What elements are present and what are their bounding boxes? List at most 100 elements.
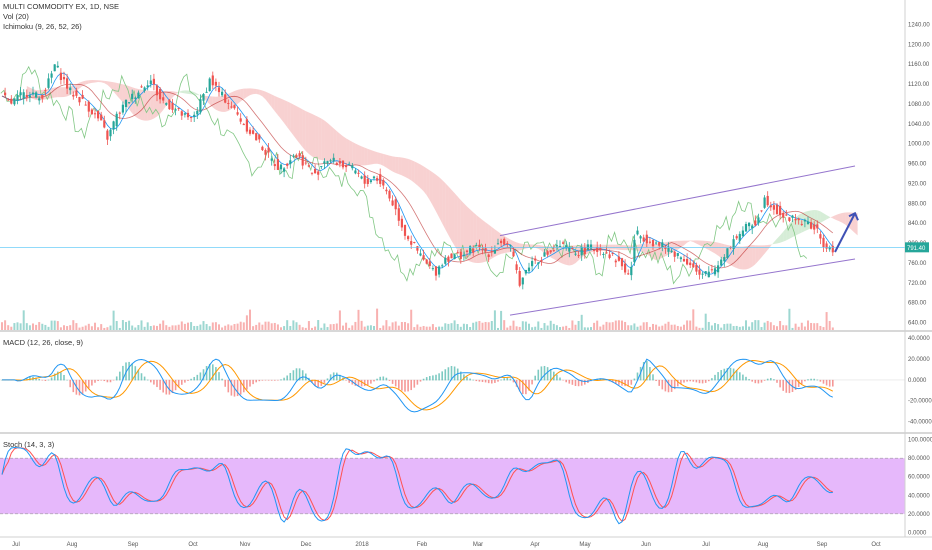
ichimoku-cloud-segment — [231, 90, 235, 110]
ichimoku-cloud-segment — [680, 240, 684, 248]
macd-histogram-bar — [636, 372, 639, 381]
candle-body — [264, 150, 267, 155]
candle-body — [754, 220, 757, 226]
volume-bar — [125, 321, 127, 330]
candle-body — [543, 252, 546, 257]
ichimoku-cloud-segment — [405, 158, 409, 179]
candle-body — [540, 260, 543, 262]
candle-body — [735, 236, 738, 239]
ichimoku-cloud-segment — [51, 87, 55, 99]
volume-bar — [503, 320, 506, 330]
macd-histogram-bar — [807, 379, 809, 381]
macd-histogram-bar — [680, 379, 682, 385]
channel-upper-line[interactable] — [499, 165, 856, 237]
candle-body — [214, 81, 217, 86]
candle-body — [19, 92, 22, 96]
volume-bar — [338, 310, 341, 330]
candle-body — [500, 240, 503, 244]
macd-pane[interactable] — [0, 358, 905, 413]
volume-bar — [280, 327, 282, 330]
ichimoku-cloud-segment — [271, 94, 275, 112]
volume-bar — [205, 324, 208, 330]
volume-bar — [611, 322, 614, 330]
stoch-pane[interactable] — [0, 447, 905, 525]
volume-bar — [214, 322, 217, 330]
macd-histogram-bar — [556, 374, 558, 381]
candle-body — [93, 113, 97, 115]
macd-histogram-bar — [773, 379, 775, 381]
macd-histogram-bar — [509, 378, 512, 381]
macd-histogram-bar — [410, 379, 412, 391]
candle-body — [831, 245, 834, 253]
macd-histogram-bar — [497, 379, 499, 382]
volume-bar — [800, 322, 803, 330]
ichimoku-cloud-segment — [234, 89, 238, 107]
ichimoku-cloud-segment — [550, 246, 554, 260]
volume-bar — [391, 322, 394, 330]
volume-bar — [714, 323, 716, 330]
ichimoku-cloud-segment — [448, 186, 452, 241]
volume-bar — [444, 323, 447, 330]
volume-bar — [512, 320, 515, 330]
candle-body — [25, 94, 28, 98]
projection-arrow-icon[interactable] — [834, 212, 856, 253]
candle-body — [400, 218, 403, 228]
macd-histogram-bar — [661, 379, 664, 390]
price-pane[interactable] — [0, 61, 905, 330]
macd-histogram-bar — [416, 379, 419, 385]
macd-histogram-bar — [81, 379, 84, 395]
candle-body — [50, 73, 53, 78]
macd-histogram-bar — [683, 379, 685, 383]
candle-body — [506, 243, 509, 245]
volume-bar — [146, 322, 149, 330]
ichimoku-cloud-segment — [718, 242, 722, 258]
ichimoku-cloud-segment — [479, 217, 483, 263]
ichimoku-cloud-segment — [442, 179, 446, 230]
macd-histogram-bar — [252, 379, 254, 385]
volume-bar — [286, 320, 289, 330]
volume-bar — [605, 321, 608, 330]
macd-histogram-bar — [301, 370, 304, 381]
macd-histogram-bar — [804, 379, 806, 382]
candle-body — [53, 64, 56, 72]
volume-bar — [255, 324, 258, 330]
candle-body — [124, 99, 128, 108]
ichimoku-cloud-segment — [339, 133, 343, 164]
volume-bar — [450, 323, 453, 330]
candle-body — [797, 218, 800, 221]
macd-histogram-bar — [819, 379, 822, 382]
volume-bar — [326, 327, 329, 330]
volume-bar — [819, 325, 822, 330]
ichimoku-cloud-segment — [333, 128, 337, 163]
volume-bar — [586, 327, 589, 330]
ichimoku-cloud-segment — [761, 245, 765, 258]
ichimoku-cloud-segment — [60, 87, 64, 98]
volume-bar — [345, 322, 348, 330]
macd-histogram-bar — [670, 379, 673, 392]
channel-lower-line[interactable] — [509, 258, 856, 316]
ichimoku-cloud-segment — [414, 161, 418, 186]
macd-histogram-bar — [60, 372, 62, 381]
macd-histogram-bar — [208, 363, 211, 381]
macd-histogram-bar — [88, 379, 90, 389]
candle-body — [434, 266, 438, 276]
time-tick-label: Sep — [817, 542, 828, 548]
candle-body — [382, 179, 385, 186]
macd-histogram-bar — [134, 366, 137, 381]
macd-histogram-bar — [146, 379, 149, 381]
ichimoku-cloud-segment — [786, 223, 790, 241]
volume-bar — [642, 322, 645, 330]
volume-bar — [410, 309, 413, 330]
candle-body — [403, 224, 407, 236]
candle-body — [314, 169, 317, 174]
macd-histogram-bar — [534, 375, 536, 381]
volume-bar — [466, 324, 468, 330]
candle-body — [822, 237, 825, 248]
macd-histogram-bar — [686, 379, 688, 382]
macd-histogram-bar — [652, 374, 654, 381]
candle-body — [648, 241, 651, 243]
macd-histogram-bar — [94, 379, 96, 383]
ichimoku-cloud-segment — [336, 131, 340, 164]
candle-body — [785, 214, 788, 216]
